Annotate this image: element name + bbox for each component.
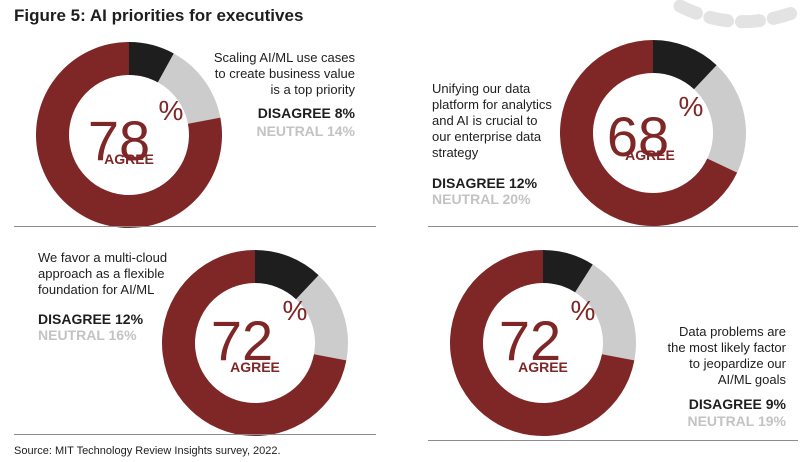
blurb-line: foundation for AI/ML bbox=[38, 282, 155, 297]
blurb-line: platform for analytics bbox=[432, 97, 552, 112]
agree-percent-value: 68 bbox=[607, 105, 669, 168]
donut-chart-multicloud: 72 % AGREE bbox=[162, 250, 348, 436]
slice-agree bbox=[450, 250, 635, 436]
disagree-stat: DISAGREE 12% bbox=[38, 311, 144, 327]
donut-chart-data-problems: 72 % AGREE bbox=[450, 250, 636, 436]
blurb-data-problems: Data problems are the most likely factor… bbox=[636, 324, 787, 388]
blurb-line: Scaling AI/ML use cases bbox=[213, 50, 355, 65]
blurb-unifying: Unifying our data platform for analytics… bbox=[432, 81, 572, 161]
divider bbox=[428, 440, 798, 441]
blurb-line: approach as a flexible bbox=[38, 266, 165, 281]
slice-agree bbox=[560, 40, 738, 227]
slice-agree bbox=[35, 42, 222, 229]
decorative-dashed-arc bbox=[673, 0, 800, 29]
slice-neutral bbox=[157, 53, 221, 124]
blurb-line: the most likely factor bbox=[667, 340, 787, 355]
agree-label: AGREE bbox=[230, 359, 280, 375]
percent-sign: % bbox=[159, 95, 184, 126]
slice-neutral bbox=[296, 275, 348, 361]
agree-label: AGREE bbox=[104, 151, 154, 167]
slice-disagree bbox=[653, 40, 717, 90]
blurb-line: Unifying our data bbox=[432, 81, 531, 96]
donut-chart-scaling: 78 % AGREE bbox=[35, 42, 222, 229]
donut-chart-unifying: 68 % AGREE bbox=[560, 40, 746, 227]
agree-percent-value: 72 bbox=[211, 309, 273, 372]
slice-neutral bbox=[575, 264, 636, 361]
percent-sign: % bbox=[679, 91, 704, 122]
agree-percent-value: 72 bbox=[499, 309, 561, 372]
blurb-scaling: Scaling AI/ML use cases to create busine… bbox=[155, 50, 355, 98]
blurb-line: We favor a multi-cloud bbox=[38, 250, 168, 265]
blurb-line: strategy bbox=[432, 145, 479, 160]
figure-title: Figure 5: AI priorities for executives bbox=[14, 6, 304, 25]
slice-agree bbox=[162, 250, 347, 436]
agree-percent-value: 78 bbox=[88, 109, 150, 172]
percent-sign: % bbox=[571, 295, 596, 326]
neutral-stat: NEUTRAL 19% bbox=[687, 413, 786, 429]
blurb-multicloud: We favor a multi-cloud approach as a fle… bbox=[38, 250, 188, 298]
source-note: Source: MIT Technology Review Insights s… bbox=[14, 445, 281, 457]
neutral-stat: NEUTRAL 14% bbox=[256, 123, 355, 139]
slice-neutral bbox=[694, 65, 746, 173]
blurb-line: and AI is crucial to bbox=[432, 113, 538, 128]
slice-disagree bbox=[543, 250, 593, 293]
disagree-stat: DISAGREE 12% bbox=[432, 175, 538, 191]
slice-disagree bbox=[255, 250, 319, 300]
disagree-stat: DISAGREE 9% bbox=[688, 396, 786, 412]
divider bbox=[14, 434, 376, 435]
blurb-line: to create business value bbox=[214, 66, 355, 81]
disagree-stat: DISAGREE 8% bbox=[257, 105, 355, 121]
blurb-line: is a top priority bbox=[270, 82, 355, 97]
blurb-line: our enterprise data bbox=[432, 129, 542, 144]
divider bbox=[428, 226, 798, 227]
blurb-line: AI/ML goals bbox=[717, 372, 786, 387]
percent-sign: % bbox=[283, 295, 308, 326]
neutral-stat: NEUTRAL 20% bbox=[432, 191, 531, 207]
agree-label: AGREE bbox=[625, 147, 675, 163]
slice-disagree bbox=[129, 42, 174, 83]
divider bbox=[14, 226, 376, 227]
blurb-line: Data problems are bbox=[679, 324, 786, 339]
blurb-line: to jeopardize our bbox=[689, 356, 786, 371]
neutral-stat: NEUTRAL 16% bbox=[38, 327, 137, 343]
agree-label: AGREE bbox=[518, 359, 568, 375]
